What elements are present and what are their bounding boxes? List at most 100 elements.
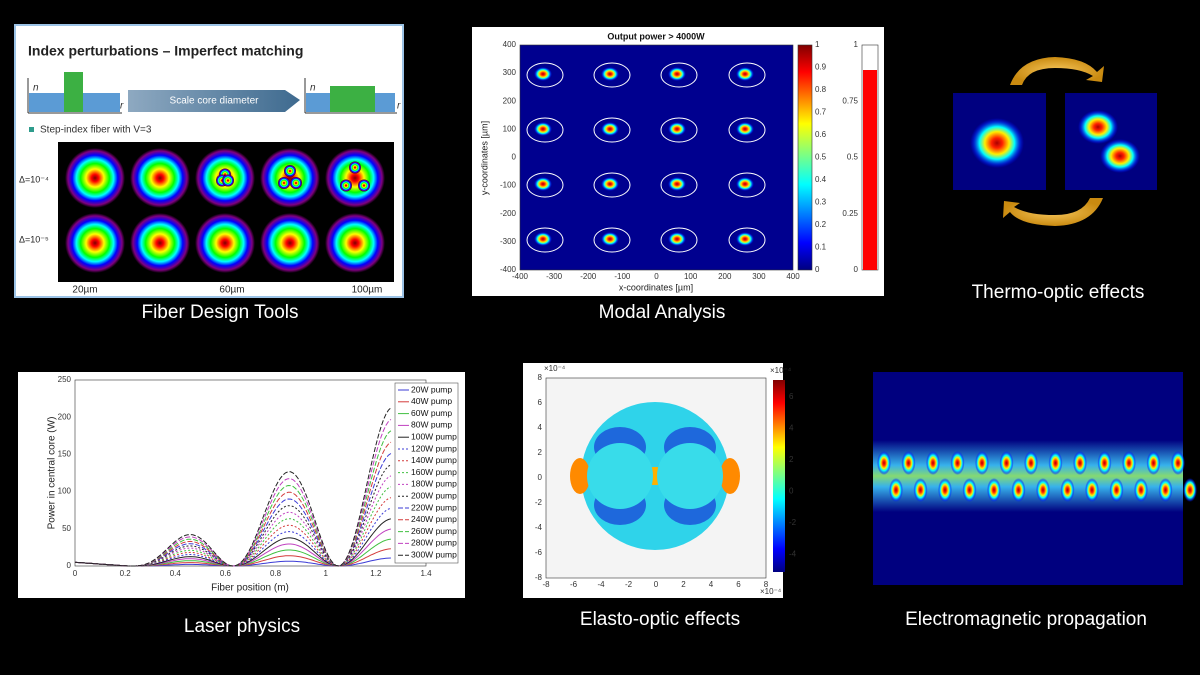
x-tick-label: 0.8 <box>270 569 282 578</box>
core-outline <box>526 62 564 88</box>
y-tick-label: -8 <box>535 573 543 582</box>
core-outline <box>660 227 698 253</box>
field-lobe <box>889 478 903 502</box>
plot-area <box>519 44 794 271</box>
colorbar-tick-label: 0.7 <box>815 108 827 117</box>
y-axis-label: Power in central core (W) <box>47 417 58 530</box>
mode-spot <box>736 67 754 81</box>
x-tick-label: 1.4 <box>420 569 432 578</box>
x-tick-label: 0 <box>654 272 659 281</box>
colorbar-tick-label: 0 <box>789 487 794 496</box>
field-lobe <box>1158 478 1173 502</box>
y-tick-label: 150 <box>58 450 72 459</box>
colorbar-tick-label: 0.5 <box>815 153 827 162</box>
field-lobe <box>962 478 977 502</box>
mode-spot <box>325 148 385 208</box>
legend-label: 160W pump <box>411 467 457 477</box>
mode-spot <box>668 177 686 191</box>
field-lobe <box>901 451 916 475</box>
x-tick-label: 0.4 <box>170 569 182 578</box>
x-tick-label: -8 <box>542 580 550 589</box>
legend-label: 280W pump <box>411 538 457 548</box>
mode-spot <box>534 177 552 191</box>
mode-spot <box>325 213 385 273</box>
caption: Fiber Design Tools <box>141 302 298 323</box>
mode-lobe <box>349 161 361 174</box>
mode-spot <box>736 177 754 191</box>
field-lobe <box>1048 451 1063 475</box>
y-tick-label: 100 <box>58 487 72 496</box>
field-lobe <box>1011 478 1026 502</box>
colorbar-tick-label: 0.9 <box>815 63 827 72</box>
colorbar-tick-label: -4 <box>789 550 797 559</box>
mode-spot <box>668 122 686 136</box>
core-outline <box>728 117 766 143</box>
axis-exponent: ×10⁻⁴ <box>760 587 782 596</box>
y-tick-label: -300 <box>500 237 517 246</box>
caption: Thermo-optic effects <box>972 282 1145 303</box>
colorbar-tick-label: 0.1 <box>815 243 827 252</box>
colorbar-tick-label: 0.4 <box>815 175 827 184</box>
field-lobe <box>913 478 928 502</box>
field-lobe <box>1171 451 1185 475</box>
x-tick-label: -4 <box>597 580 605 589</box>
axis-label: r <box>120 101 124 112</box>
caption: Elasto-optic effects <box>580 609 740 630</box>
bar-tick-label: 0.75 <box>842 96 858 105</box>
core-outline <box>526 227 564 253</box>
field-lobe <box>877 451 891 475</box>
mode-spot <box>601 67 619 81</box>
mode-lobe <box>222 174 234 187</box>
x-tick-label: 0 <box>73 569 78 578</box>
axis-exponent: ×10⁻⁴ <box>544 364 566 373</box>
core-outline <box>526 172 564 198</box>
bullet-marker <box>29 127 34 132</box>
x-tick-label: -100 <box>614 272 631 281</box>
mode-spot <box>601 232 619 246</box>
field-lobe <box>1109 478 1124 502</box>
x-tick-label: -2 <box>625 580 633 589</box>
legend-label: 80W pump <box>411 420 452 430</box>
mode-spot <box>668 67 686 81</box>
mode-spot <box>736 122 754 136</box>
core-outline <box>660 172 698 198</box>
field-lobe <box>938 478 952 502</box>
x-tick-label: 0.2 <box>120 569 132 578</box>
legend-label: 100W pump <box>411 431 457 441</box>
panel-title: Index perturbations – Imperfect matching <box>28 43 303 59</box>
core-outline <box>728 172 766 198</box>
power-bar <box>863 70 877 270</box>
field-lobe <box>1183 478 1197 502</box>
x-tick-label: 4 <box>709 580 714 589</box>
field-lobe <box>950 451 965 475</box>
legend-label: 60W pump <box>411 408 452 418</box>
caption: Modal Analysis <box>599 302 726 323</box>
axis-exponent: ×10⁻⁴ <box>770 366 792 375</box>
x-tick-label: 1 <box>323 569 328 578</box>
field-lobe <box>987 478 1001 502</box>
x-tick-label: 0.6 <box>220 569 232 578</box>
y-tick-label: 8 <box>538 373 543 382</box>
field-lobe <box>1097 451 1112 475</box>
stress-rod <box>657 443 723 509</box>
pump-curve <box>74 407 392 567</box>
y-tick-label: 4 <box>538 423 543 432</box>
colorbar-tick-label: 0.6 <box>815 130 827 139</box>
row-label: Δ=10⁻⁵ <box>19 234 49 244</box>
mode-spot <box>260 148 320 208</box>
mode-lobe <box>290 177 302 189</box>
mode-spot <box>601 122 619 136</box>
x-tick-label: -6 <box>570 580 578 589</box>
y-tick-label: 50 <box>62 524 71 533</box>
field-lobe <box>1060 478 1075 502</box>
beam <box>1100 139 1140 173</box>
colorbar-tick-label: 0 <box>815 265 820 274</box>
core-outline <box>593 117 631 143</box>
legend-label: 220W pump <box>411 502 457 512</box>
y-tick-label: 400 <box>503 40 517 49</box>
axis-label: n <box>33 83 39 94</box>
mode-spot <box>736 232 754 246</box>
legend-label: 140W pump <box>411 455 457 465</box>
legend <box>394 382 459 564</box>
